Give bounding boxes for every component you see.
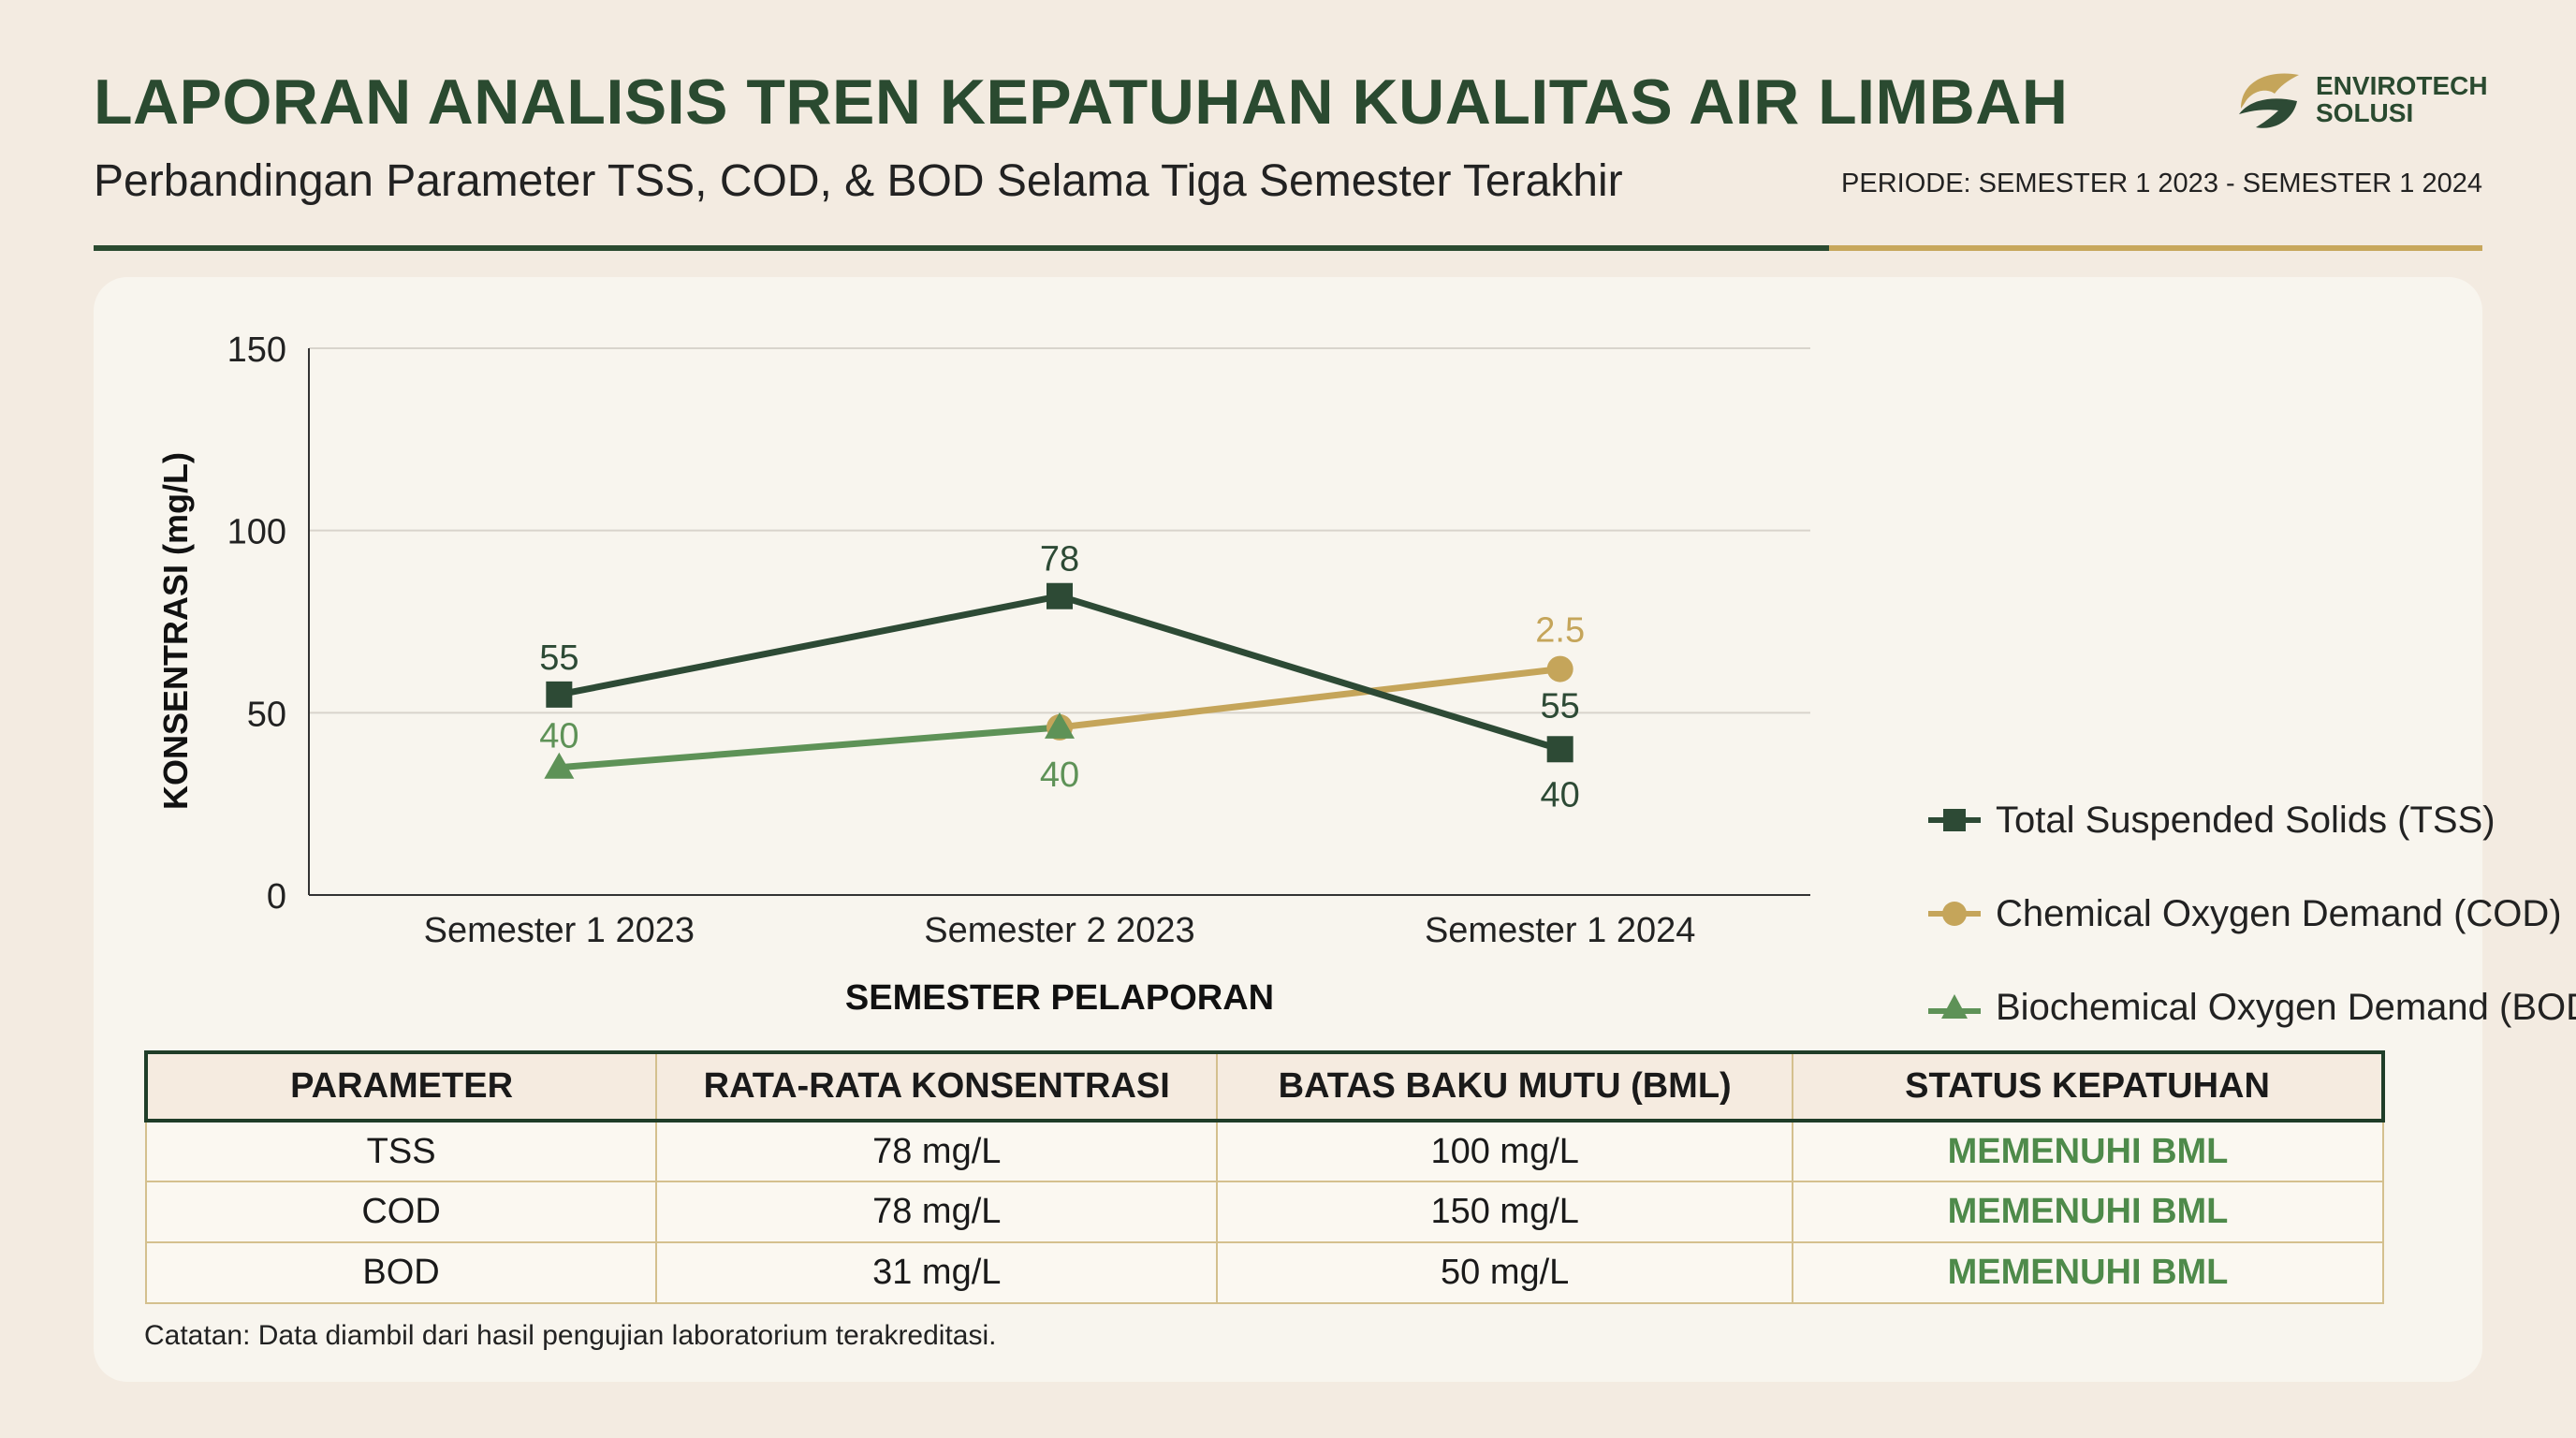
table-cell-status: MEMENUHI BML	[1792, 1241, 2384, 1304]
header-divider-gold	[1829, 245, 2482, 251]
logo-line-2: SOLUSI	[2316, 98, 2414, 127]
legend-triangle-icon	[1928, 994, 1981, 1019]
data-point-square	[546, 681, 573, 708]
table-cell-status: MEMENUHI BML	[1792, 1181, 2384, 1243]
table-header-cell: STATUS KEPATUHAN	[1792, 1050, 2385, 1123]
line-chart: 0 50 100 150 Semester 1 2023 Semester 2 2023 S…	[156, 330, 1810, 1018]
table-row: COD 78 mg/L 150 mg/L MEMENUHI BML	[144, 1181, 2384, 1243]
company-logo: ENVIROTECH SOLUSI	[2232, 62, 2488, 137]
data-point-square	[1046, 582, 1073, 609]
data-label: 40	[1541, 775, 1580, 814]
footnote: Catatan: Data diambil dari hasil penguji…	[144, 1320, 997, 1351]
table-header-cell: RATA-RATA KONSENTRASI	[655, 1050, 1219, 1123]
data-label: 78	[1040, 540, 1079, 580]
table-cell-limit: 100 mg/L	[1216, 1120, 1794, 1182]
table-row: TSS 78 mg/L 100 mg/L MEMENUHI BML	[144, 1120, 2384, 1182]
table-cell-limit: 50 mg/L	[1216, 1241, 1794, 1304]
table-header-cell: BATAS BAKU MUTU (BML)	[1216, 1050, 1794, 1123]
x-axis-title: SEMESTER PELAPORAN	[845, 978, 1274, 1018]
data-label: 40	[539, 717, 578, 756]
data-label: 40	[1040, 756, 1079, 795]
logo-text: ENVIROTECH SOLUSI	[2316, 72, 2488, 126]
table-row: BOD 31 mg/L 50 mg/L MEMENUHI BML	[144, 1241, 2384, 1304]
report-subtitle: Perbandingan Parameter TSS, COD, & BOD S…	[94, 156, 1623, 206]
table-cell-status: MEMENUHI BML	[1792, 1120, 2384, 1182]
table-cell-parameter: TSS	[144, 1120, 658, 1182]
table-cell-limit: 150 mg/L	[1216, 1181, 1794, 1243]
data-label: 55	[539, 638, 578, 678]
y-tick-label: 50	[247, 695, 286, 734]
data-point-triangle	[544, 752, 575, 779]
data-label: 2.5	[1535, 611, 1585, 651]
series-line-cod	[1056, 666, 1564, 731]
data-point-triangle	[1045, 712, 1075, 739]
table-header-cell: PARAMETER	[143, 1050, 658, 1123]
x-tick-label: Semester 2 2023	[924, 911, 1194, 950]
logo-line-1: ENVIROTECH	[2316, 71, 2488, 100]
legend-square-icon	[1928, 809, 1981, 831]
table-cell-parameter: BOD	[144, 1241, 658, 1304]
table-cell-parameter: COD	[144, 1181, 658, 1243]
data-label-annotation: 55	[1541, 686, 1580, 726]
leaf-logo-icon	[2239, 73, 2299, 128]
y-axis-title: KONSENTRASI (mg/L)	[156, 452, 195, 810]
series-line-tss	[1056, 593, 1564, 753]
legend-item-tss: Total Suspended Solids (TSS)	[1928, 773, 2576, 867]
series-line-tss	[555, 593, 1063, 698]
table-cell-average: 31 mg/L	[655, 1241, 1219, 1304]
data-point-circle	[1546, 655, 1573, 682]
y-tick-label: 150	[227, 330, 286, 370]
compliance-table: PARAMETER RATA-RATA KONSENTRASI BATAS BA…	[143, 1050, 2385, 1304]
series-line-bod	[555, 724, 1063, 771]
legend-item-cod: Chemical Oxygen Demand (COD)	[1928, 867, 2576, 961]
header-divider-green	[94, 245, 1829, 251]
legend-label-tss: Total Suspended Solids (TSS)	[1996, 799, 2496, 841]
y-tick-label: 0	[267, 877, 286, 917]
table-cell-average: 78 mg/L	[655, 1181, 1219, 1243]
x-tick-label: Semester 1 2024	[1425, 911, 1695, 950]
x-tick-label: Semester 1 2023	[424, 911, 695, 950]
legend-label-cod: Chemical Oxygen Demand (COD)	[1996, 892, 2562, 934]
table-header-row: PARAMETER RATA-RATA KONSENTRASI BATAS BA…	[143, 1050, 2385, 1123]
report-period: PERIODE: SEMESTER 1 2023 - SEMESTER 1 20…	[1841, 169, 2482, 198]
legend-circle-icon	[1928, 902, 1981, 926]
y-tick-label: 100	[227, 513, 286, 552]
chart-legend: Total Suspended Solids (TSS) Chemical Ox…	[1928, 773, 2576, 1054]
legend-label-bod: Biochemical Oxygen Demand (BOD)	[1996, 986, 2576, 1028]
report-title: LAPORAN ANALISIS TREN KEPATUHAN KUALITAS…	[94, 66, 2069, 138]
table-cell-average: 78 mg/L	[655, 1120, 1219, 1182]
legend-item-bod: Biochemical Oxygen Demand (BOD)	[1928, 961, 2576, 1054]
data-point-square	[1546, 736, 1573, 763]
